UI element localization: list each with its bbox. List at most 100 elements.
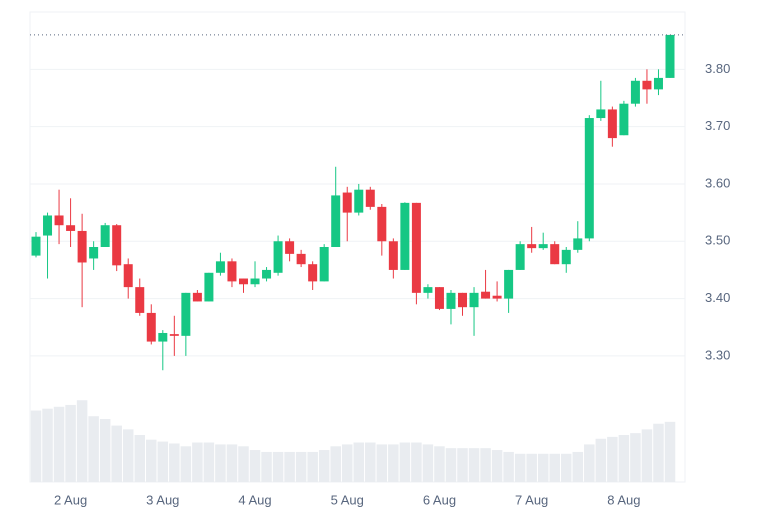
volume-bar bbox=[341, 444, 353, 482]
volume-bar bbox=[99, 419, 111, 482]
volume-bar bbox=[607, 436, 618, 482]
candle-body bbox=[446, 292, 456, 309]
y-tick-label: 3.70 bbox=[705, 118, 730, 133]
volume-bar bbox=[468, 448, 480, 482]
candle-body bbox=[434, 287, 444, 309]
volume-bar bbox=[203, 442, 215, 482]
candle-body bbox=[135, 287, 145, 313]
candle-body bbox=[584, 118, 594, 239]
candle-body bbox=[181, 292, 191, 336]
candle-body bbox=[66, 225, 76, 231]
y-tick-label: 3.60 bbox=[705, 175, 730, 190]
candle-body bbox=[365, 189, 375, 207]
plot-frame bbox=[29, 11, 686, 483]
volume-bar bbox=[318, 450, 330, 482]
volume-bar bbox=[215, 444, 226, 482]
x-tick-label: 7 Aug bbox=[515, 492, 548, 507]
candle-body bbox=[169, 334, 179, 336]
candle-body bbox=[192, 292, 202, 302]
volume-bar bbox=[76, 400, 88, 482]
candle-body bbox=[204, 272, 214, 302]
candle-body bbox=[388, 241, 398, 270]
candle-body bbox=[112, 225, 122, 266]
volume-bar bbox=[549, 453, 560, 482]
candle-body bbox=[377, 206, 387, 242]
volume-bar bbox=[664, 421, 676, 482]
candle-body bbox=[273, 241, 283, 273]
candle-body bbox=[492, 295, 502, 299]
x-tick-label: 5 Aug bbox=[331, 492, 364, 507]
volume-bar bbox=[399, 442, 411, 482]
candle-body bbox=[331, 195, 341, 247]
y-tick-label: 3.50 bbox=[705, 233, 730, 248]
candle-body bbox=[596, 109, 606, 119]
volume-bar bbox=[180, 446, 192, 482]
volume-bar bbox=[595, 438, 607, 482]
candle-body bbox=[354, 189, 364, 213]
candle-body bbox=[296, 253, 306, 265]
candle-body bbox=[31, 236, 41, 256]
candle-body bbox=[515, 244, 525, 270]
volume-bar bbox=[111, 425, 122, 482]
candle-body bbox=[619, 103, 629, 136]
candle-body bbox=[423, 287, 433, 293]
volume-bar bbox=[284, 451, 295, 482]
candle-body bbox=[411, 202, 421, 293]
candle-body bbox=[573, 238, 583, 250]
x-tick-label: 2 Aug bbox=[54, 492, 87, 507]
volume-bar bbox=[30, 410, 42, 482]
candle-body bbox=[43, 215, 53, 236]
volume-bar bbox=[261, 451, 272, 482]
volume-bar bbox=[226, 444, 238, 482]
candle-body bbox=[527, 244, 537, 249]
volume-bar bbox=[434, 446, 445, 482]
y-tick-label: 3.80 bbox=[705, 61, 730, 76]
volume-bar bbox=[146, 439, 157, 482]
candle-body bbox=[642, 80, 652, 90]
volume-bar bbox=[641, 429, 653, 482]
candle-body bbox=[342, 192, 352, 213]
volume-bar bbox=[88, 416, 99, 482]
volume-bar bbox=[572, 451, 584, 482]
x-tick-label: 6 Aug bbox=[423, 492, 456, 507]
volume-bar bbox=[122, 429, 134, 482]
volume-bar bbox=[491, 450, 503, 482]
volume-bar bbox=[560, 453, 572, 482]
volume-bar bbox=[457, 448, 468, 482]
volume-bar bbox=[445, 448, 457, 482]
volume-bar bbox=[514, 453, 526, 482]
candle-body bbox=[227, 261, 237, 282]
volume-bar bbox=[653, 423, 664, 482]
volume-bar bbox=[272, 451, 284, 482]
x-tick-label: 4 Aug bbox=[238, 492, 271, 507]
volume-bar bbox=[169, 443, 180, 482]
candle-body bbox=[481, 291, 491, 299]
candle-body bbox=[262, 269, 272, 279]
volume-bar bbox=[526, 453, 537, 482]
candle-body bbox=[665, 34, 675, 78]
volume-bar bbox=[238, 446, 249, 482]
volume-bar bbox=[584, 444, 595, 482]
x-tick-label: 8 Aug bbox=[607, 492, 640, 507]
volume-bar bbox=[480, 448, 491, 482]
candle-body bbox=[630, 80, 640, 104]
candle-body bbox=[469, 292, 479, 308]
candle-body bbox=[308, 264, 318, 282]
candle-body bbox=[158, 332, 168, 342]
candle-body bbox=[458, 292, 468, 308]
volume-bar bbox=[618, 435, 630, 482]
volume-bar bbox=[295, 451, 307, 482]
volume-bar bbox=[537, 453, 549, 482]
candle-body bbox=[89, 247, 99, 259]
candle-body bbox=[653, 77, 663, 90]
volume-bar bbox=[42, 408, 53, 482]
volume-bar bbox=[388, 444, 399, 482]
volume-bar bbox=[630, 433, 641, 482]
volume-bar bbox=[134, 435, 146, 482]
volume-bar bbox=[157, 441, 169, 482]
volume-bar bbox=[249, 450, 261, 482]
candle-body bbox=[538, 244, 548, 249]
volume-bar bbox=[365, 442, 376, 482]
volume-bar bbox=[65, 404, 76, 482]
candle-body bbox=[100, 225, 110, 247]
